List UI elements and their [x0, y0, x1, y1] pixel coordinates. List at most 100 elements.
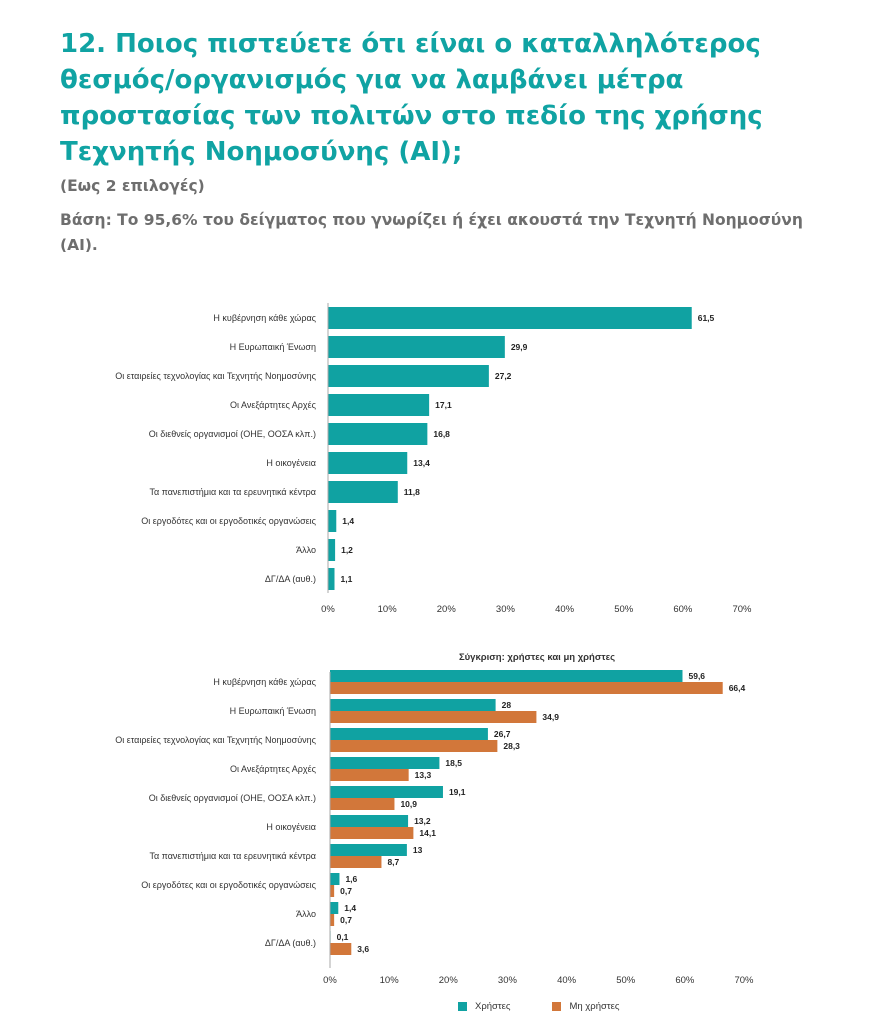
- bar: [328, 423, 428, 445]
- category-label: Οι εταιρείες τεχνολογίας και Τεχνητής Νο…: [115, 371, 316, 381]
- x-tick-label: 50%: [614, 604, 634, 615]
- subtitle: (Εως 2 επιλογές): [60, 177, 205, 195]
- data-label: 28: [502, 700, 512, 710]
- category-label: Η οικογένεια: [266, 458, 316, 468]
- overall-bar-chart: Η κυβέρνηση κάθε χώρας 61,5 Η Ευρωπαική Έν…: [115, 303, 752, 615]
- category-label: Άλλο: [296, 545, 316, 555]
- x-tick-label: 60%: [675, 975, 695, 986]
- data-label: 16,8: [433, 429, 450, 439]
- data-label: 0,7: [340, 886, 352, 896]
- category-label: ΔΓ/ΔΑ (αυθ.): [265, 574, 316, 584]
- category-label: Οι εταιρείες τεχνολογίας και Τεχνητής Νο…: [115, 735, 316, 745]
- bar: [328, 452, 408, 474]
- comparison-bar-chart: Σύγκριση: χρήστες και μη χρήστες Η κυβέρν…: [115, 652, 754, 986]
- legend-label-non-users: Μη χρήστες: [569, 1001, 620, 1012]
- data-label: 27,2: [495, 371, 512, 381]
- bar: [330, 815, 409, 827]
- data-label: 29,9: [511, 342, 528, 352]
- bar: [330, 914, 335, 926]
- bar: [328, 394, 430, 416]
- category-label: Η κυβέρνηση κάθε χώρας: [213, 677, 316, 687]
- data-label: 14,1: [419, 828, 436, 838]
- data-label: 66,4: [729, 683, 746, 693]
- category-label: ΔΓ/ΔΑ (αυθ.): [265, 938, 316, 948]
- data-label: 26,7: [494, 729, 511, 739]
- data-label: 1,6: [345, 874, 357, 884]
- bar: [330, 798, 395, 810]
- data-label: 13,4: [413, 458, 430, 468]
- bar: [330, 711, 537, 723]
- bar: [330, 885, 335, 897]
- category-label: Οι εργοδότες και οι εργοδοτικές οργανώσε…: [141, 516, 316, 526]
- x-tick-label: 40%: [557, 975, 577, 986]
- data-label: 17,1: [435, 400, 452, 410]
- sample-base-note: Βάση: Το 95,6% του δείγματος που γνωρίζε…: [60, 211, 803, 254]
- data-label: 13,2: [414, 816, 431, 826]
- bar: [330, 769, 409, 781]
- data-label: 34,9: [542, 712, 559, 722]
- bar: [330, 943, 352, 955]
- legend-item-non-users: Μη χρήστες: [552, 1001, 619, 1012]
- data-label: 19,1: [449, 787, 466, 797]
- data-label: 1,1: [341, 574, 353, 584]
- category-label: Οι διεθνείς οργανισμοί (ΟΗΕ, ΟΟΣΑ κλπ.): [149, 429, 316, 439]
- data-label: 10,9: [400, 799, 417, 809]
- bar: [330, 844, 407, 856]
- x-tick-label: 30%: [498, 975, 518, 986]
- bar: [330, 902, 339, 914]
- category-label: Η Ευρωπαική Ένωση: [230, 342, 316, 352]
- data-label: 13: [413, 845, 423, 855]
- data-label: 0,1: [337, 932, 349, 942]
- bar: [328, 568, 335, 590]
- bar: [328, 307, 692, 329]
- data-label: 11,8: [404, 487, 420, 497]
- x-tick-label: 30%: [496, 604, 516, 615]
- data-label: 13,3: [415, 770, 432, 780]
- data-label: 61,5: [698, 313, 715, 323]
- legend-label-users: Χρήστες: [475, 1001, 511, 1012]
- bar: [330, 873, 340, 885]
- page-title: 12. Ποιος πιστεύετε ότι είναι ο καταλληλ…: [60, 29, 763, 167]
- x-tick-label: 60%: [673, 604, 693, 615]
- bar: [330, 856, 382, 868]
- category-label: Οι Ανεξάρτητες Αρχές: [230, 400, 317, 410]
- chart-title: Σύγκριση: χρήστες και μη χρήστες: [459, 652, 615, 663]
- bar: [330, 728, 488, 740]
- data-label: 3,6: [357, 944, 369, 954]
- legend-item-users: Χρήστες: [458, 1001, 510, 1012]
- category-label: Άλλο: [296, 909, 316, 919]
- bar: [330, 827, 414, 839]
- legend-swatch-non-users: [552, 1002, 562, 1011]
- bar: [328, 365, 489, 387]
- bar: [330, 670, 683, 682]
- data-label: 1,4: [344, 903, 356, 913]
- bar: [330, 699, 496, 711]
- bar: [328, 481, 398, 503]
- x-tick-label: 0%: [323, 975, 337, 986]
- legend-swatch-users: [458, 1002, 467, 1011]
- x-tick-label: 10%: [378, 604, 398, 615]
- category-label: Οι διεθνείς οργανισμοί (ΟΗΕ, ΟΟΣΑ κλπ.): [149, 793, 316, 803]
- bar: [328, 539, 336, 561]
- category-label: Τα πανεπιστήμια και τα ερευνητικά κέντρα: [149, 851, 316, 861]
- x-tick-label: 20%: [439, 975, 459, 986]
- category-label: Οι Ανεξάρτητες Αρχές: [230, 764, 317, 774]
- bar: [330, 786, 443, 798]
- x-tick-label: 0%: [321, 604, 335, 615]
- chart-legend: Χρήστες Μη χρήστες: [458, 1001, 661, 1012]
- x-tick-label: 20%: [437, 604, 457, 615]
- data-label: 1,4: [342, 516, 354, 526]
- x-tick-label: 70%: [734, 975, 754, 986]
- category-label: Τα πανεπιστήμια και τα ερευνητικά κέντρα: [149, 487, 316, 497]
- bar: [330, 740, 498, 752]
- category-label: Η Ευρωπαική Ένωση: [230, 706, 316, 716]
- bar: [330, 757, 440, 769]
- data-label: 0,7: [340, 915, 352, 925]
- data-label: 18,5: [445, 758, 462, 768]
- category-label: Η κυβέρνηση κάθε χώρας: [213, 313, 316, 323]
- data-label: 28,3: [503, 741, 520, 751]
- x-tick-label: 10%: [380, 975, 400, 986]
- bar: [328, 510, 337, 532]
- x-tick-label: 50%: [616, 975, 636, 986]
- data-label: 1,2: [341, 545, 353, 555]
